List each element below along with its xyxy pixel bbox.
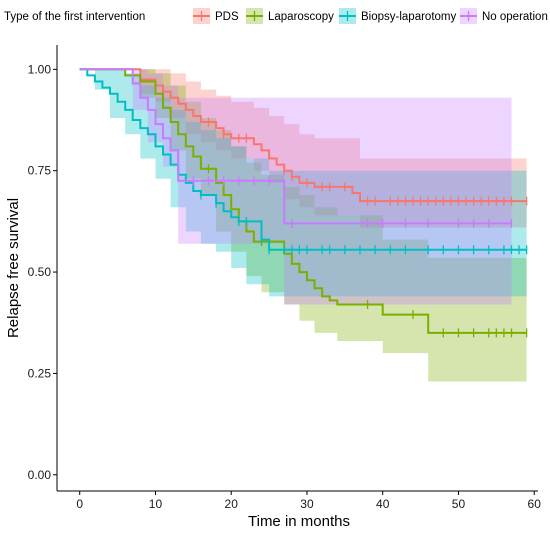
legend-item-pds: PDS <box>193 8 239 24</box>
legend-label-laparoscopy: Laparoscopy <box>268 11 334 23</box>
x-tick-label: 30 <box>300 497 314 511</box>
y-tick-label: 1.00 <box>28 62 52 76</box>
pds-confidence-band <box>79 69 527 228</box>
x-tick-label: 10 <box>149 497 163 511</box>
no-operation-survival-curve <box>79 68 512 225</box>
y-tick-label: 0.75 <box>28 164 52 178</box>
legend-label-biopsy-laparotomy: Biopsy-laparotomy <box>361 11 456 23</box>
censor-marks <box>192 117 528 338</box>
plot-area <box>79 68 528 382</box>
y-tick-label: 0.25 <box>28 366 52 380</box>
x-tick-label: 40 <box>376 497 390 511</box>
y-tick-label: 0.00 <box>28 468 52 482</box>
x-tick-label: 60 <box>528 497 542 511</box>
biopsy-laparotomy-survival-curve <box>79 68 527 251</box>
x-axis-ticks: 0 10 20 30 40 50 60 <box>76 491 541 511</box>
legend-items: PDS Laparoscopy Biopsy-laparotomy No operat… <box>193 8 548 24</box>
biopsy-laparotomy-confidence-band <box>79 69 527 301</box>
x-axis-title: Time in months <box>248 513 350 530</box>
legend-title: Type of the first intervention <box>4 11 145 23</box>
legend-label-pds: PDS <box>215 11 239 23</box>
axes: 0 10 20 30 40 50 60 0.00 0.25 0.50 0.75 1.00 <box>28 45 541 511</box>
legend-label-no-operation: No operation <box>482 11 548 23</box>
legend: Type of the first intervention PDS Laparo… <box>4 8 548 24</box>
confidence-bands <box>79 69 527 382</box>
y-axis-ticks: 0.00 0.25 0.50 0.75 1.00 <box>28 62 57 482</box>
x-tick-label: 20 <box>225 497 239 511</box>
x-tick-label: 0 <box>76 497 83 511</box>
x-tick-label: 50 <box>452 497 466 511</box>
legend-item-laparoscopy: Laparoscopy <box>246 8 334 24</box>
y-axis-title: Relapse free survival <box>5 198 22 338</box>
legend-item-biopsy-laparotomy: Biopsy-laparotomy <box>339 8 456 24</box>
legend-item-no-operation: No operation <box>460 8 548 24</box>
y-tick-label: 0.50 <box>28 265 52 279</box>
survival-curves <box>79 68 527 334</box>
no-operation-confidence-band <box>79 69 512 305</box>
pds-survival-curve <box>79 68 527 203</box>
